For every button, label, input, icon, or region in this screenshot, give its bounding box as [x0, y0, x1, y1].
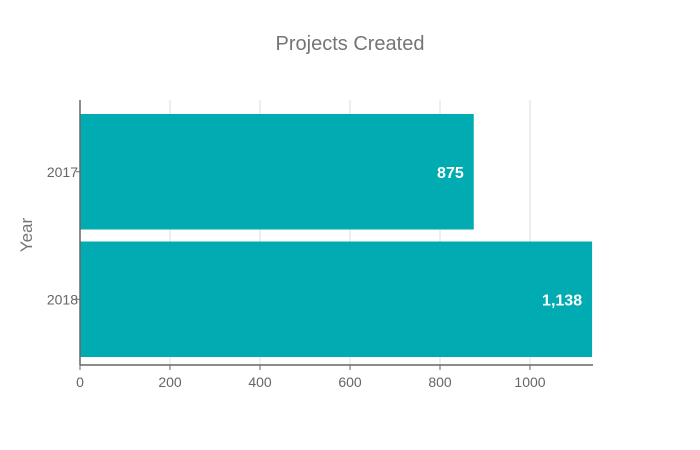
x-tick-label-4: 800	[428, 374, 452, 390]
x-tick-label-3: 600	[338, 374, 362, 390]
axes	[76, 100, 593, 370]
data-label-2017: 875	[437, 165, 464, 182]
x-tick-label-1: 200	[158, 374, 182, 390]
y-tick-label-2017: 2017	[47, 164, 78, 180]
y-axis-label: Year	[17, 217, 36, 252]
x-tick-label-0: 0	[76, 374, 84, 390]
bar-2017	[80, 114, 474, 230]
y-tick-labels: 2017 2018	[47, 164, 78, 308]
x-tick-labels: 0 200 400 600 800 1000	[76, 374, 546, 390]
x-tick-label-5: 1000	[514, 374, 545, 390]
y-tick-label-2018: 2018	[47, 291, 78, 307]
chart-title: Projects Created	[276, 33, 425, 55]
bars	[80, 114, 593, 357]
data-labels: 875 1,138	[437, 165, 582, 310]
bar-2018	[80, 241, 593, 357]
x-tick-label-2: 400	[248, 374, 272, 390]
data-label-2018: 1,138	[542, 292, 582, 309]
